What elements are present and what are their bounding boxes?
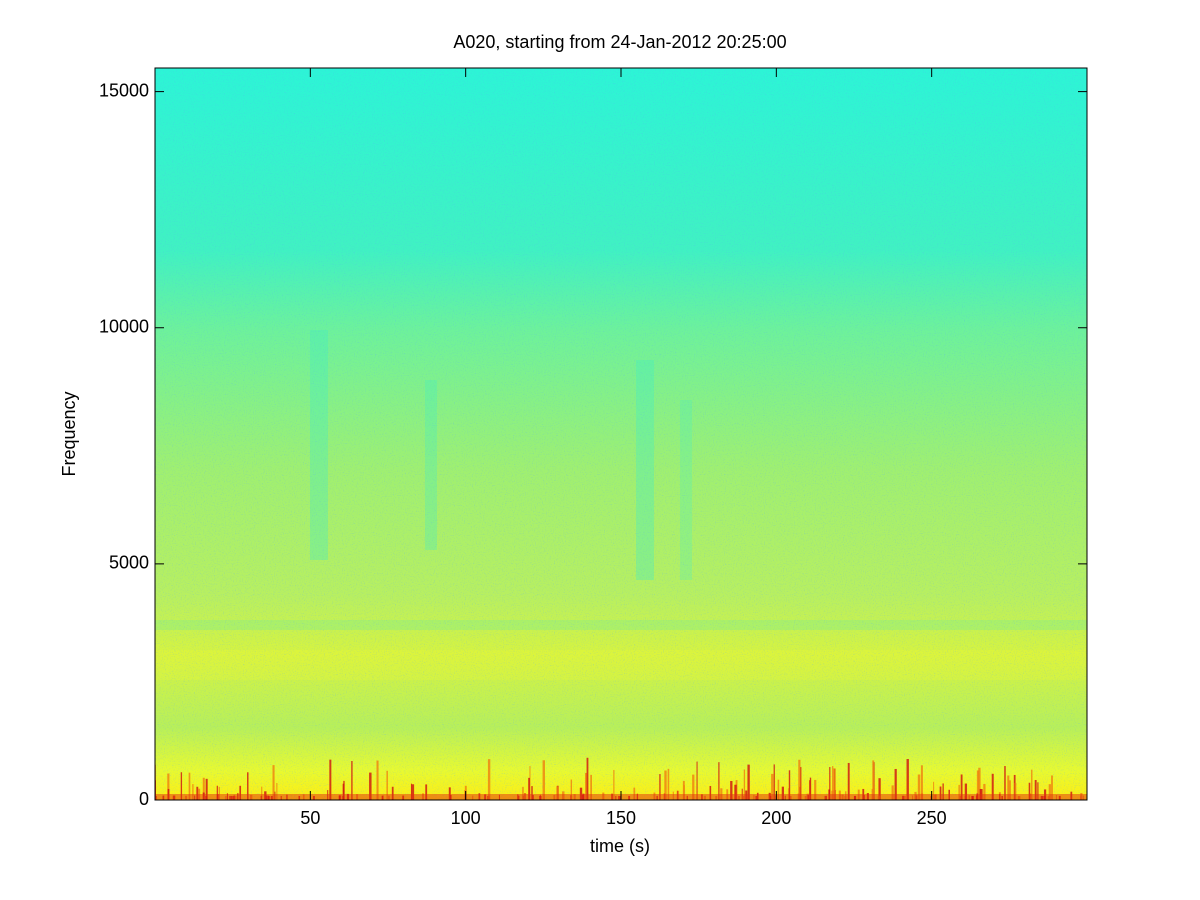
x-tick-label: 50 xyxy=(300,808,320,828)
x-tick-label: 250 xyxy=(917,808,947,828)
x-tick-label: 200 xyxy=(761,808,791,828)
y-tick-label: 15000 xyxy=(99,80,149,100)
x-tick-label: 100 xyxy=(451,808,481,828)
y-tick-label: 10000 xyxy=(99,316,149,336)
spectrogram-image xyxy=(155,68,1087,800)
y-tick-label: 5000 xyxy=(109,553,149,573)
y-axis-label: Frequency xyxy=(59,391,79,476)
x-tick-label: 150 xyxy=(606,808,636,828)
y-tick-label: 0 xyxy=(139,789,149,809)
x-axis-label: time (s) xyxy=(590,836,650,856)
chart-title: A020, starting from 24-Jan-2012 20:25:00 xyxy=(453,32,786,52)
